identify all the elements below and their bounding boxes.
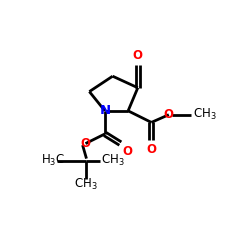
Text: O: O — [164, 108, 174, 121]
Text: H$_3$C: H$_3$C — [41, 153, 65, 168]
Text: O: O — [133, 49, 143, 62]
Text: N: N — [99, 104, 110, 117]
Text: CH$_3$: CH$_3$ — [101, 153, 125, 168]
Text: O: O — [146, 142, 156, 156]
Text: O: O — [123, 145, 133, 158]
Text: CH$_3$: CH$_3$ — [74, 176, 97, 192]
Text: O: O — [80, 137, 90, 150]
Text: CH$_3$: CH$_3$ — [193, 107, 217, 122]
